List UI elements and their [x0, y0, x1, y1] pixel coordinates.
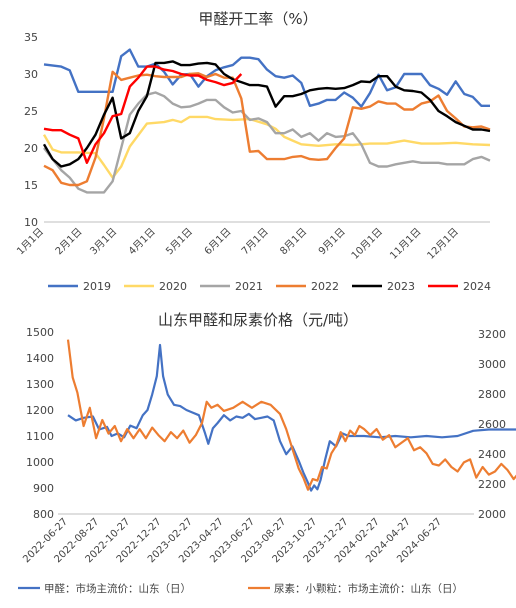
chart-2-right-y-tick-label: 2200	[478, 478, 506, 491]
chart-2: 山东甲醛和尿素价格（元/吨） 800 900 1000 1100 1200 13…	[18, 311, 516, 595]
legend-label-urea: 尿素：小颗粒：市场主流价：山东（日）	[274, 582, 463, 595]
series-line-2023	[42, 60, 491, 168]
chart-1-x-tick-label: 1月1日	[14, 226, 46, 258]
chart-2-right-y-tick-label: 3200	[478, 328, 506, 341]
chart-2-legend: 甲醛：市场主流价：山东（日） 尿素：小颗粒：市场主流价：山东（日）	[18, 582, 463, 595]
chart-2-right-y-tick-label: 3000	[478, 358, 506, 371]
chart-2-left-y-tick-label: 1300	[26, 378, 54, 391]
series-line-2020	[42, 115, 491, 179]
chart-2-right-y-tick-label: 2000	[478, 508, 506, 521]
series-line-2021	[43, 91, 491, 194]
chart-1-y-tick-label: 35	[24, 31, 38, 44]
chart-1-legend: 2019 2020 2021 2022 2023 2024	[48, 280, 491, 293]
chart-1: 甲醛开工率（%） 10 15 20 25 30 35 1月1日 2月1日 3月1…	[14, 10, 491, 293]
chart-2-left-y-ticks: 800 900 1000 1100 1200 1300 1400 1500	[26, 326, 54, 521]
series-line-urea	[66, 339, 516, 491]
chart-2-right-y-tick-label: 2800	[478, 388, 506, 401]
chart-1-y-tick-label: 25	[24, 105, 38, 118]
chart-1-x-tick-label: 8月1日	[278, 226, 310, 258]
legend-label-2020: 2020	[159, 280, 187, 293]
chart-1-y-tick-label: 10	[24, 216, 38, 229]
chart-1-y-tick-label: 20	[24, 142, 38, 155]
chart-2-left-y-tick-label: 1000	[26, 456, 54, 469]
chart-1-x-tick-label: 6月1日	[202, 226, 234, 258]
chart-2-left-y-tick-label: 800	[33, 508, 54, 521]
chart-2-left-y-tick-label: 900	[33, 482, 54, 495]
chart-2-right-y-ticks: 2000 2200 2400 2600 2800 3000 3200	[478, 328, 506, 521]
chart-1-x-tick-label: 3月1日	[88, 226, 120, 258]
chart-2-left-y-tick-label: 1400	[26, 352, 54, 365]
legend-label-2024: 2024	[463, 280, 491, 293]
legend-label-2023: 2023	[387, 280, 415, 293]
chart-1-x-tick-label: 5月1日	[163, 226, 195, 258]
chart-1-y-tick-label: 30	[24, 68, 38, 81]
chart-1-title: 甲醛开工率（%）	[198, 10, 317, 28]
chart-1-x-tick-label: 7月1日	[239, 226, 271, 258]
legend-label-2019: 2019	[83, 280, 111, 293]
chart-2-left-y-tick-label: 1500	[26, 326, 54, 339]
chart-1-x-tick-label: 4月1日	[126, 226, 158, 258]
chart-2-right-y-tick-label: 2600	[478, 418, 506, 431]
chart-1-x-tick-label: 11月1日	[387, 226, 423, 262]
chart-1-series	[42, 48, 491, 194]
chart-2-x-ticks: 2022-06-27 2022-08-27 2022-10-27 2022-12…	[21, 516, 444, 565]
chart-1-y-tick-label: 15	[24, 179, 38, 192]
chart-1-x-ticks: 1月1日 2月1日 3月1日 4月1日 5月1日 6月1日 7月1日 8月1日 …	[14, 226, 460, 262]
chart-2-left-y-tick-label: 1100	[26, 430, 54, 443]
chart-2-series	[66, 339, 516, 492]
chart-1-x-tick-label: 2月1日	[53, 226, 85, 258]
series-line-formaldehyde	[67, 343, 516, 492]
series-line-2022	[43, 70, 491, 187]
series-line-2019	[43, 48, 490, 108]
legend-label-2022: 2022	[311, 280, 339, 293]
chart-1-y-ticks: 10 15 20 25 30 35	[24, 31, 38, 229]
chart-1-x-tick-label: 12月1日	[425, 226, 461, 262]
chart-1-x-tick-label: 10月1日	[349, 226, 385, 262]
legend-label-formaldehyde: 甲醛：市场主流价：山东（日）	[44, 582, 191, 595]
legend-label-2021: 2021	[235, 280, 263, 293]
chart-2-title: 山东甲醛和尿素价格（元/吨）	[158, 311, 358, 329]
chart-2-left-y-tick-label: 1200	[26, 404, 54, 417]
series-line-2024	[43, 65, 243, 164]
chart-1-x-tick-label: 9月1日	[316, 226, 348, 258]
chart-2-right-y-tick-label: 2400	[478, 448, 506, 461]
